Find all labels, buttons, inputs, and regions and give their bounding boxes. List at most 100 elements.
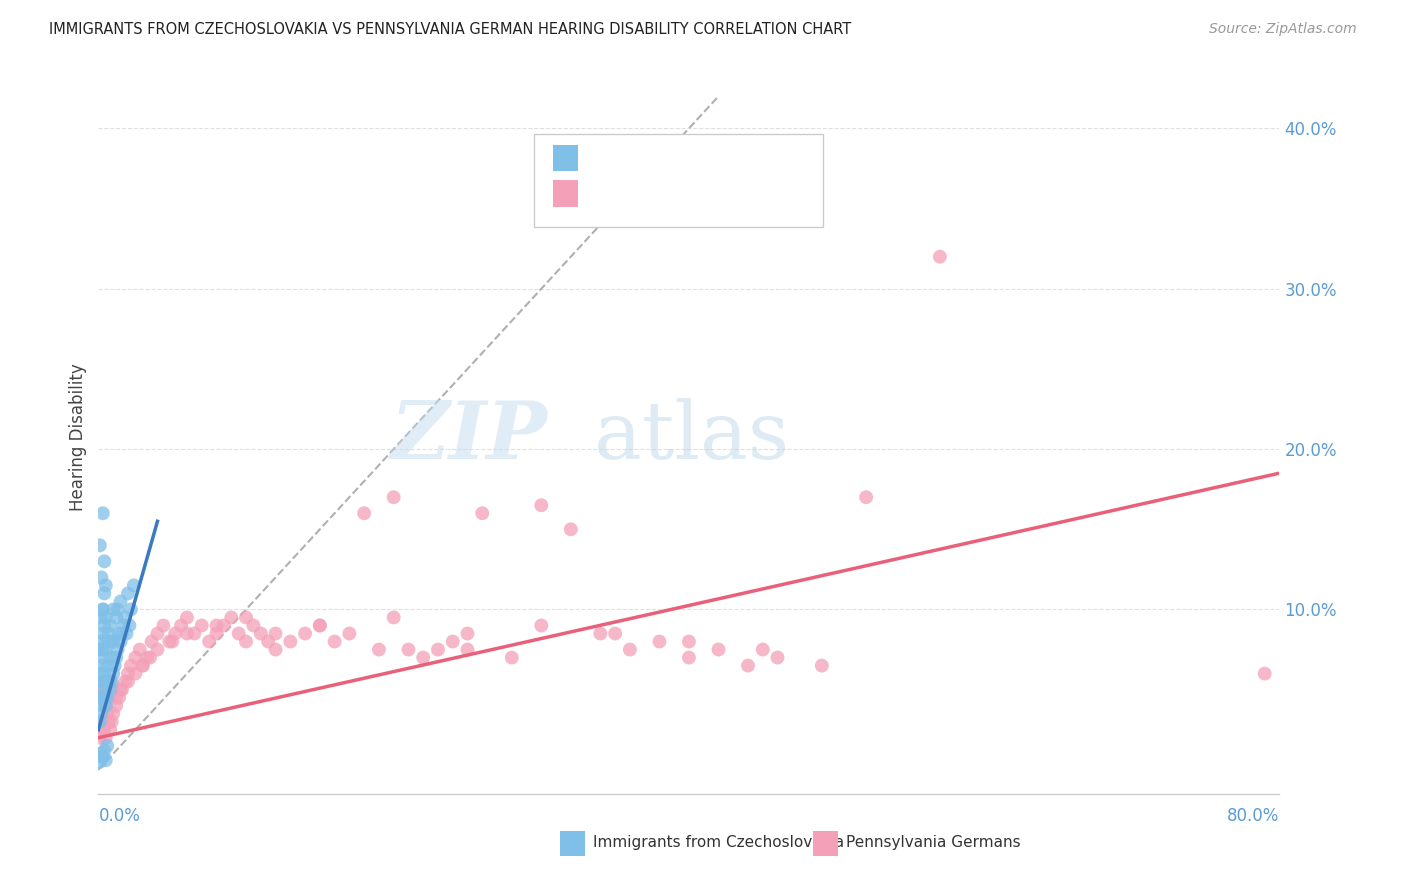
Point <box>212 618 235 632</box>
Text: Immigrants from Czechoslovakia: Immigrants from Czechoslovakia <box>593 836 845 850</box>
Point <box>100 674 122 689</box>
Point <box>98 618 121 632</box>
Point <box>810 658 832 673</box>
Y-axis label: Hearing Disability: Hearing Disability <box>69 363 87 511</box>
Point <box>103 602 125 616</box>
Point <box>89 642 111 657</box>
Point <box>707 642 730 657</box>
Point <box>96 706 118 721</box>
Point <box>605 626 627 640</box>
Point <box>91 750 114 764</box>
Point <box>89 714 111 729</box>
Point <box>412 650 434 665</box>
Point <box>471 506 494 520</box>
Point <box>90 610 112 624</box>
Point <box>89 690 111 705</box>
Point <box>264 626 287 640</box>
Point <box>93 586 115 600</box>
Point <box>648 634 671 648</box>
Point <box>97 690 120 705</box>
Point <box>141 634 163 648</box>
Point <box>264 642 287 657</box>
Point <box>205 626 228 640</box>
Point <box>90 723 112 737</box>
Point <box>103 634 125 648</box>
Point <box>91 650 114 665</box>
Point <box>98 723 121 737</box>
Point <box>353 506 375 520</box>
Point <box>94 731 117 745</box>
Point <box>93 690 115 705</box>
Point <box>257 634 280 648</box>
Point <box>162 634 183 648</box>
Point <box>90 682 112 697</box>
Point <box>90 658 112 673</box>
Point <box>120 658 142 673</box>
Point <box>929 250 952 264</box>
Point <box>94 674 117 689</box>
Text: ZIP: ZIP <box>391 399 547 475</box>
Point <box>198 634 221 648</box>
Point <box>111 682 134 697</box>
Point <box>110 682 132 697</box>
Point <box>93 674 115 689</box>
Point <box>110 634 132 648</box>
Point <box>97 714 120 729</box>
Point <box>110 594 132 608</box>
Point <box>90 706 112 721</box>
Point <box>120 602 142 616</box>
Point <box>93 618 115 632</box>
Point <box>96 690 118 705</box>
Point <box>441 634 464 648</box>
Point <box>91 714 114 729</box>
Point <box>93 554 115 568</box>
Point <box>91 626 114 640</box>
Point <box>398 642 420 657</box>
Point <box>117 674 139 689</box>
Point <box>752 642 775 657</box>
Point <box>146 626 169 640</box>
Point <box>98 674 121 689</box>
Point <box>191 618 214 632</box>
Point <box>111 626 134 640</box>
Text: IMMIGRANTS FROM CZECHOSLOVAKIA VS PENNSYLVANIA GERMAN HEARING DISABILITY CORRELA: IMMIGRANTS FROM CZECHOSLOVAKIA VS PENNSY… <box>49 22 852 37</box>
Point <box>132 658 155 673</box>
Point <box>589 626 612 640</box>
Point <box>678 634 700 648</box>
Point <box>89 731 111 745</box>
Point <box>115 626 138 640</box>
Point <box>368 642 391 657</box>
Text: 80.0%: 80.0% <box>1227 806 1279 825</box>
Point <box>98 682 121 697</box>
Point <box>132 658 155 673</box>
Point <box>91 642 114 657</box>
Point <box>457 642 479 657</box>
Point <box>91 674 114 689</box>
Point <box>96 634 118 648</box>
Point <box>124 650 146 665</box>
Point <box>105 690 128 705</box>
Point <box>235 610 257 624</box>
Point <box>91 698 114 713</box>
Point <box>294 626 316 640</box>
Text: Pennsylvania Germans: Pennsylvania Germans <box>846 836 1021 850</box>
Point <box>94 698 117 713</box>
Point <box>100 714 122 729</box>
Point <box>339 626 361 640</box>
Point <box>105 610 128 624</box>
Point <box>91 602 114 616</box>
Point <box>117 666 139 681</box>
Point <box>91 690 114 705</box>
Point <box>100 634 122 648</box>
Point <box>107 602 129 616</box>
Point <box>90 682 112 697</box>
Point <box>165 626 187 640</box>
Point <box>104 658 127 673</box>
Point <box>176 626 198 640</box>
Point <box>96 682 118 697</box>
Text: atlas: atlas <box>595 398 790 476</box>
Point <box>98 650 121 665</box>
Point <box>619 642 641 657</box>
Point <box>114 674 136 689</box>
Point <box>205 618 228 632</box>
